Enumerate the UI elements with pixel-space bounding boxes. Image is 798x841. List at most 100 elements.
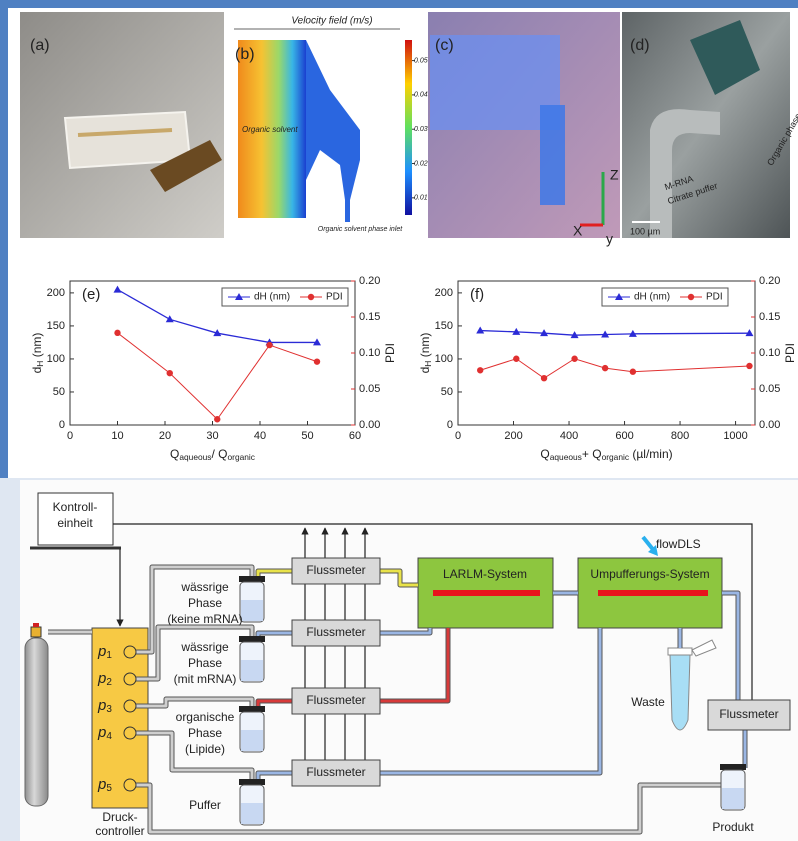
colorbar-tick-label: 0.05 (414, 57, 428, 64)
port-letter: p (97, 670, 106, 687)
axis-label: dH (nm) (30, 333, 45, 374)
port (124, 700, 136, 712)
legend-label: PDI (706, 292, 723, 303)
x-tick-label: 200 (504, 430, 522, 442)
y2-tick-label: 0.10 (759, 347, 780, 359)
inlet-label: Organic solvent phase inlet (318, 226, 403, 233)
y2-tick-label: 0.00 (759, 419, 780, 431)
port-letter: p (97, 697, 106, 714)
x-tick-label: 10 (111, 430, 123, 442)
x-tick-label: 0 (455, 430, 461, 442)
y-tick-label: 0 (447, 419, 453, 431)
panel-label: (b) (235, 46, 255, 63)
port (124, 646, 136, 658)
heater-bar (433, 590, 540, 596)
bottle-label: Phase (188, 656, 222, 670)
label-part: aqueous (550, 452, 582, 462)
colorbar-tick-label: 0.04 (414, 92, 428, 99)
marker (214, 416, 220, 422)
bottle-label: organische (176, 710, 235, 724)
panel-title: Velocity field (m/s) (291, 16, 372, 27)
y2-tick-label: 0.20 (359, 275, 380, 287)
x-tick-label: 1000 (723, 430, 747, 442)
y-tick-label: 50 (53, 386, 65, 398)
label-part: (nm) (418, 333, 432, 361)
gas-cylinder (25, 638, 48, 806)
valve-cap (33, 623, 39, 627)
y-tick-label: 100 (47, 353, 65, 365)
y-tick-label: 100 (435, 353, 453, 365)
y-tick-label: 50 (441, 386, 453, 398)
bottle-label: (Lipide) (185, 742, 225, 756)
axis-label: dH (nm) (418, 333, 433, 374)
panel-c: Z X y (c) (428, 12, 620, 247)
label-part: Q (170, 447, 179, 461)
flowmeter-label: Flussmeter (306, 693, 365, 707)
marker (630, 369, 636, 375)
waste-cap (668, 648, 692, 655)
colorbar (405, 40, 412, 215)
port (124, 779, 136, 791)
x-tick-label: 50 (301, 430, 313, 442)
legend-label: PDI (326, 292, 343, 303)
marker (114, 330, 120, 336)
figure: (a) Velocity field (m/s) (b) Organic sol… (0, 0, 798, 841)
bottle-cap (239, 779, 265, 785)
y-tick-label: 150 (435, 320, 453, 332)
legend-label: dH (nm) (254, 292, 290, 303)
label-part: (nm) (30, 333, 44, 361)
bottle-cap (239, 576, 265, 582)
y2-tick-label: 0.05 (759, 383, 780, 395)
controller-unit-label: Kontroll- (53, 500, 98, 514)
y2-tick-label: 0.05 (359, 383, 380, 395)
panel-a: (a) (20, 12, 224, 238)
y2-axis-label: PDI (783, 343, 797, 363)
marker (314, 358, 320, 364)
flowmeter-label: Flussmeter (719, 707, 778, 721)
y2-tick-label: 0.10 (359, 347, 380, 359)
y2-tick-label: 0.20 (759, 275, 780, 287)
frame-left (0, 0, 8, 478)
axis-y-label: y (606, 231, 613, 247)
flowmeter-label: Flussmeter (306, 765, 365, 779)
x-tick-label: 400 (560, 430, 578, 442)
marker (602, 365, 608, 371)
marker (167, 370, 173, 376)
product-label: Produkt (712, 820, 754, 834)
port (124, 673, 136, 685)
label-part: d (418, 367, 432, 374)
label-part: organic (228, 452, 255, 462)
port-index: 1 (106, 650, 112, 661)
pressure-controller-label: controller (95, 824, 144, 838)
y-tick-label: 200 (47, 287, 65, 299)
controller-unit-label: einheit (57, 516, 93, 530)
panel-label: (e) (82, 286, 100, 303)
bottle-label: wässrige (180, 640, 229, 654)
x-tick-label: 60 (349, 430, 361, 442)
panel-d: (d) M-RNA Citrate puffer Organic phase 1… (622, 12, 798, 238)
y2-tick-label: 0.15 (359, 311, 380, 323)
port-letter: p (97, 643, 106, 660)
x-tick-label: 600 (615, 430, 633, 442)
waste-label: Waste (631, 695, 665, 709)
valve (31, 627, 41, 637)
colorbar-tick-label: 0.01 (414, 195, 428, 202)
colorbar-tick-label: 0.03 (414, 126, 428, 133)
y-tick-label: 150 (47, 320, 65, 332)
panel-label: (d) (630, 37, 650, 54)
marker (266, 342, 272, 348)
legend-label: dH (nm) (634, 292, 670, 303)
panel-label: (c) (435, 37, 454, 54)
y2-tick-label: 0.15 (759, 311, 780, 323)
waste-tube (670, 655, 690, 730)
liquid (241, 803, 263, 824)
x-tick-label: 800 (671, 430, 689, 442)
x-tick-label: 30 (206, 430, 218, 442)
bottle-cap (720, 764, 746, 770)
scale-label: 100 µm (630, 226, 660, 236)
label-part: + Q (582, 447, 602, 461)
axis-x-label: X (573, 223, 583, 239)
port-letter: p (97, 724, 106, 741)
marker (746, 363, 752, 369)
bottle-label: (keine mRNA) (167, 612, 242, 626)
